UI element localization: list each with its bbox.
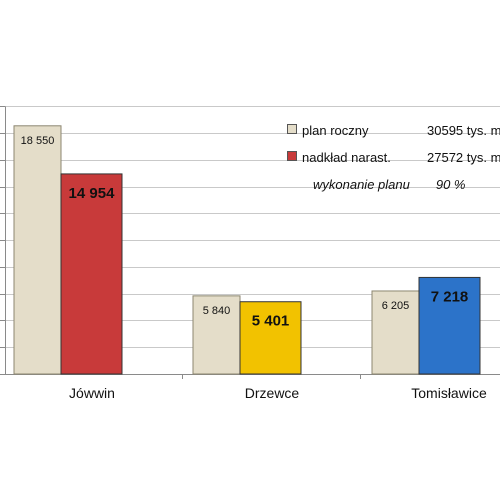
legend-label-nadklad: nadkład narast. [302,150,391,165]
bar-plan-0 [13,125,62,375]
bars [13,125,481,375]
legend-value-plan: 30595 tys. m [427,123,500,138]
bar-nadklad-2 [418,276,481,375]
plan-completion-label: wykonanie planu [313,177,410,192]
bar-nadklad-0 [60,173,123,375]
data-label-nadklad-1: 5 401 [252,313,290,330]
data-label-plan-2: 6 205 [382,300,410,312]
bar-nadklad-1 [239,301,302,375]
legend-label-plan: plan roczny [302,123,369,138]
data-label-plan-0: 18 550 [21,135,55,147]
category-label-2: Tomisławice [411,385,487,401]
category-label-1: Drzewce [245,385,300,401]
data-labels: 18 550 14 954 5 840 5 401 6 205 7 218 [21,135,469,330]
legend-swatch-nadklad [287,151,297,161]
bar-plan-1 [192,295,241,375]
legend-item-nadklad: nadkład narast. 27572 tys. m [287,150,500,165]
legend-value-nadklad: 27572 tys. m [427,150,500,165]
category-labels: Jówwin Drzewce Tomisławice [69,385,487,401]
legend-item-plan: plan roczny 30595 tys. m [287,123,500,138]
category-label-0: Jówwin [69,385,115,401]
legend-swatch-plan [287,124,297,134]
plan-completion-note: wykonanie planu 90 % [313,177,466,192]
data-label-nadklad-2: 7 218 [431,288,469,305]
plan-completion-value: 90 % [435,177,466,192]
data-label-nadklad-0: 14 954 [69,185,116,202]
data-label-plan-1: 5 840 [203,305,231,317]
